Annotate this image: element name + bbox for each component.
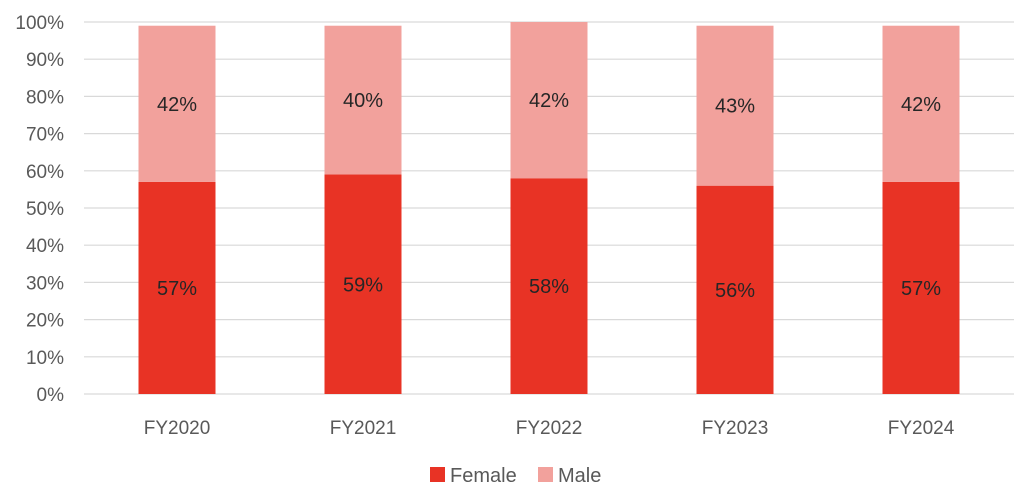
x-tick-label: FY2022 [516,418,583,439]
legend-swatch-female [430,467,445,482]
x-tick-label: FY2020 [144,418,211,439]
bars: 57% 42% 59% 40% 58% 42% 56% 43% 57% 42% [138,22,960,394]
y-tick-label: 20% [26,311,64,332]
y-tick-label: 70% [26,125,64,146]
bar-female-fy2020 [138,181,216,394]
data-label: 42% [901,94,941,116]
legend-label-male: Male [558,465,601,487]
y-tick-label: 40% [26,236,64,257]
x-tick-label: FY2023 [702,418,769,439]
y-tick-label: 100% [15,13,64,34]
data-label: 40% [343,90,383,112]
bar-female-fy2022 [510,178,588,394]
y-axis-ticks: 0% 10% 20% 30% 40% 50% 60% 70% 80% 90% 100% [15,13,64,406]
y-tick-label: 90% [26,50,64,71]
legend: Female Male [430,465,601,487]
data-label: 43% [715,96,755,118]
y-tick-label: 50% [26,199,64,220]
legend-label-female: Female [450,465,517,487]
data-label: 57% [901,278,941,300]
data-label: 56% [715,280,755,302]
y-tick-label: 60% [26,162,64,183]
bar-female-fy2021 [324,174,402,394]
data-label: 57% [157,278,197,300]
data-label: 42% [529,90,569,112]
data-label: 42% [157,94,197,116]
y-tick-label: 10% [26,348,64,369]
x-tick-label: FY2024 [888,418,955,439]
bar-female-fy2023 [696,185,774,394]
y-tick-label: 30% [26,273,64,294]
bar-male-fy2021 [324,25,402,175]
bar-male-fy2022 [510,22,588,179]
bar-female-fy2024 [882,181,960,394]
x-axis-ticks: FY2020 FY2021 FY2022 FY2023 FY2024 [144,418,955,439]
x-tick-label: FY2021 [330,418,397,439]
bar-male-fy2023 [696,25,774,186]
bar-male-fy2024 [882,25,960,182]
y-tick-label: 80% [26,87,64,108]
y-tick-label: 0% [37,385,65,406]
bar-male-fy2020 [138,25,216,182]
legend-swatch-male [538,467,553,482]
data-label: 58% [529,276,569,298]
data-label: 59% [343,274,383,296]
